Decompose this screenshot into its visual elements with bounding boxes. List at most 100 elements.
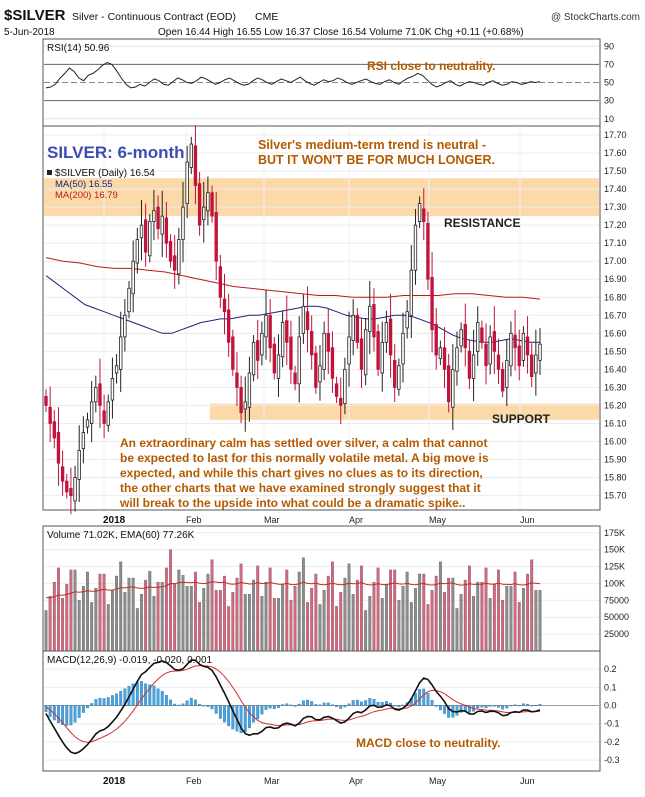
x-label-apr: Apr (349, 515, 363, 525)
macd-hist-bar (347, 703, 351, 706)
candle (359, 318, 364, 389)
candle (119, 311, 123, 393)
volume-bars (44, 549, 542, 652)
macd-hist-bar (468, 705, 471, 713)
macd-hist-bar (218, 705, 222, 719)
candle-body (272, 343, 276, 374)
volume-bar (135, 608, 139, 652)
candle (488, 325, 492, 375)
candle (505, 339, 509, 407)
commentary-line-4: the other charts that we have examined s… (120, 481, 481, 495)
volume-bar (443, 592, 446, 652)
candle (85, 412, 90, 434)
candle (521, 326, 526, 367)
rsi-tick-label: 90 (604, 41, 614, 51)
candle (451, 344, 455, 430)
volume-bar (306, 602, 309, 652)
candle-body (343, 368, 347, 405)
volume-bar (480, 581, 484, 652)
candle (231, 329, 235, 376)
price-tick-label: 16.10 (604, 418, 627, 428)
candle (177, 227, 181, 285)
candle (268, 299, 272, 363)
candle-body (139, 224, 144, 239)
volume-bar (231, 592, 235, 652)
macd-hist-bar (306, 699, 309, 706)
macd-hist-bar (497, 705, 500, 708)
candle-body (164, 217, 169, 244)
volume-bar (301, 557, 305, 652)
commentary-line-5: will break to the upside into what could… (119, 496, 465, 510)
candle-body (189, 143, 193, 168)
x-bottom-feb: Feb (186, 776, 202, 786)
volume-bar (90, 602, 94, 652)
rsi-tick-label: 10 (604, 114, 614, 124)
candle (500, 362, 505, 398)
volume-bar (123, 592, 127, 652)
macd-hist-bar (140, 680, 143, 706)
volume-bar (497, 569, 500, 652)
macd-hist-bar (264, 705, 268, 710)
candle (168, 234, 173, 268)
candle (314, 345, 318, 394)
macd-hist-bar (484, 705, 488, 709)
legend-ma200: MA(200) 16.79 (55, 190, 118, 201)
candle (44, 389, 48, 412)
candle-body (119, 336, 123, 370)
volume-bar (484, 567, 488, 652)
candle-body (52, 421, 56, 439)
volume-bar (144, 579, 148, 652)
volume-bar (173, 583, 177, 652)
candle (243, 376, 247, 432)
candle (438, 340, 443, 366)
macd-hist-bar (289, 704, 293, 706)
candle (289, 320, 293, 384)
volume-bar (73, 569, 77, 652)
candle-body (98, 383, 102, 406)
volume-bar (351, 594, 355, 652)
candle (476, 306, 480, 366)
candle-body (222, 298, 227, 313)
candle-body (376, 331, 380, 370)
candle-body (247, 372, 252, 408)
rsi-ticks: 90 70 50 30 10 (604, 41, 614, 124)
candle-body (256, 340, 260, 361)
candle (384, 310, 389, 353)
candle-body (484, 343, 488, 367)
candle (301, 294, 306, 344)
candle (69, 467, 73, 515)
macd-hist-bar (351, 700, 355, 706)
rsi-line (45, 62, 541, 89)
candle (492, 306, 497, 375)
macd-hist-bar (152, 685, 156, 706)
candle (368, 281, 372, 355)
macd-hist-bar (376, 701, 380, 706)
candle-body (197, 183, 202, 226)
candle-body (509, 332, 513, 367)
volume-bar (140, 594, 143, 652)
macd-hist-bar (414, 693, 417, 706)
candle (330, 331, 335, 393)
price-tick-label: 15.90 (604, 455, 627, 465)
macd-hist-bar (131, 683, 135, 706)
candle-body (268, 314, 272, 349)
candle (65, 473, 69, 499)
volume-tick-label: 50000 (604, 612, 629, 622)
volume-bar (119, 561, 123, 652)
macd-hist-bar (185, 700, 189, 706)
candle-body (135, 239, 140, 264)
volume-bar (434, 575, 438, 652)
macd-hist-bar (268, 705, 272, 709)
macd-hist-bar (272, 705, 276, 710)
candle-body (193, 145, 198, 186)
macd-hist-bar (360, 701, 363, 706)
candle-body (65, 480, 69, 493)
candle-body (430, 277, 434, 331)
candle-body (368, 305, 372, 332)
candle (218, 254, 223, 308)
x-label-2018: 2018 (103, 515, 126, 526)
candle-body (226, 309, 231, 343)
candle (480, 320, 484, 349)
volume-bar (214, 590, 218, 652)
macd-hist-bar (426, 693, 430, 706)
